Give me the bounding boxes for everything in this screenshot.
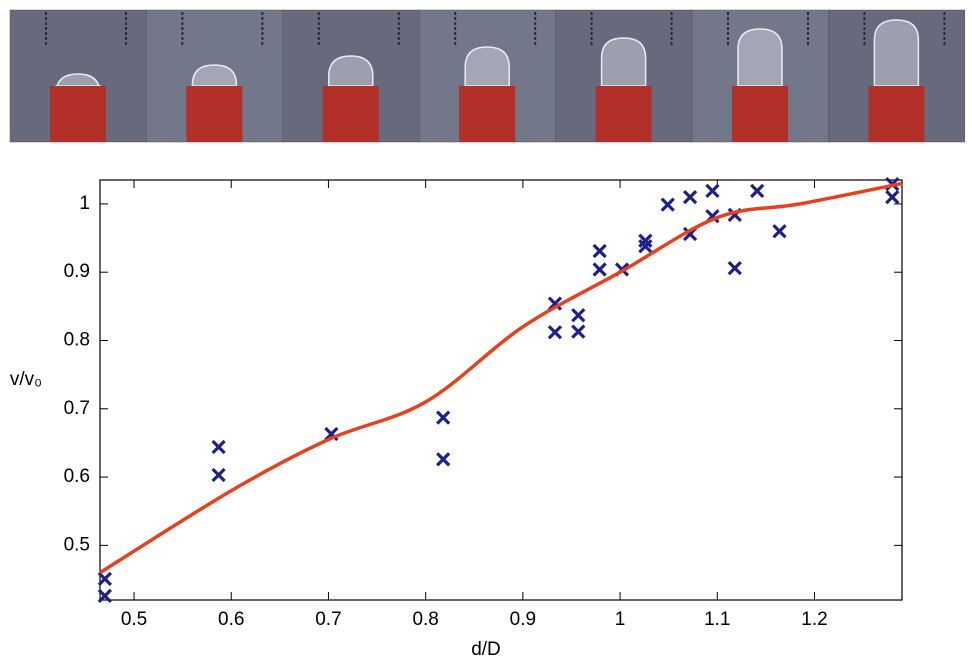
x-tick-label: 0.9 [510,609,536,630]
marker-x [436,410,451,425]
marker-stroke [592,262,607,277]
marker-stroke [705,183,720,199]
marker-stroke [571,308,586,323]
y-tick-label: 0.7 [64,398,90,419]
plot-frame [99,179,903,601]
y-tick-label: 0.5 [64,534,90,555]
marker-stroke [727,260,742,276]
y-tick-label: 1 [79,193,90,214]
y-tick-label: 0.6 [64,466,90,487]
marker-x [638,233,653,248]
marker-stroke [436,410,451,425]
tube [459,86,516,142]
marker-x [682,189,698,205]
marker-x [97,571,112,586]
marker-stroke [638,239,653,254]
marker-x [772,224,787,239]
marker-stroke [885,189,900,205]
tube [732,86,788,142]
droplet [191,64,238,87]
marker-stroke [682,189,698,205]
y-axis-label: v/v₀ [10,369,42,390]
marker-stroke [571,324,586,339]
y-tick-label: 0.9 [64,261,90,282]
marker-stroke [547,296,563,311]
marker-x [638,239,653,254]
x-axis-label: d/D [471,639,501,660]
marker-x [705,183,720,199]
droplet [464,46,510,87]
marker-x [592,262,607,277]
y-tick-label: 0.8 [64,330,90,351]
marker-x [885,189,900,205]
x-tick-label: 1 [615,609,626,630]
marker-stroke [750,183,765,199]
marker-stroke [211,439,226,455]
x-tick-label: 0.7 [315,609,341,630]
droplet [600,37,647,87]
marker-stroke [547,325,563,340]
marker-stroke [660,197,675,212]
marker-x [571,308,586,323]
marker-stroke [436,452,451,467]
marker-x [571,324,586,339]
marker-x [592,243,607,259]
tube [186,86,243,142]
tube [595,86,652,142]
tube [322,86,379,142]
marker-stroke [638,233,653,248]
marker-stroke [211,467,226,483]
marker-stroke [97,571,112,586]
marker-x [547,325,563,340]
x-tick-label: 1.2 [801,609,827,630]
marker-x [211,467,226,483]
marker-stroke [97,588,112,604]
frames [9,9,966,143]
x-tick-label: 0.5 [121,609,147,630]
tube [50,86,106,142]
marker-x [727,260,742,276]
x-tick-label: 1.1 [704,609,730,630]
marker-stroke [592,243,607,259]
marker-x [97,588,112,604]
marker-x [547,296,563,311]
marker-stroke [324,426,339,442]
marker-x [750,183,765,199]
marker-x [436,452,451,467]
marker-stroke [772,224,787,239]
marker-x [660,197,675,212]
tube [868,86,925,142]
droplet [737,28,783,87]
x-tick-label: 0.6 [218,609,244,630]
droplet [873,19,920,87]
x-tick-label: 0.8 [412,609,438,630]
fit-line [99,181,903,575]
droplet [328,55,374,87]
marker-x [211,439,226,455]
photo-strip [9,9,966,143]
